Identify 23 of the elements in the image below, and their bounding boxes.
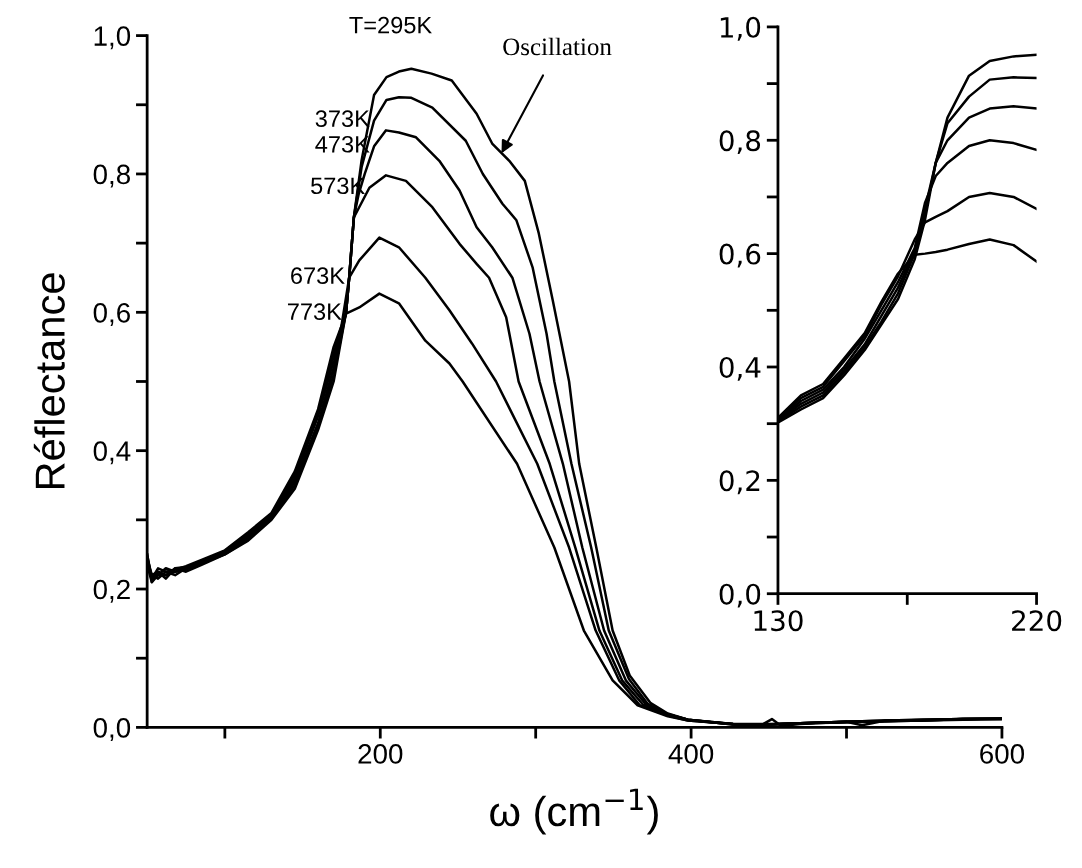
- y-tick-label: 0,2: [93, 579, 130, 603]
- y-tick-label: 1,0: [94, 26, 131, 50]
- y-tick-label: 0,8: [719, 130, 761, 155]
- x-tick-label: 130: [754, 610, 803, 632]
- y-tick-label: 0,4: [93, 441, 131, 465]
- y-tick-label: 1,0: [720, 16, 761, 41]
- y-tick-label: 0,8: [93, 164, 130, 188]
- y-axis-title: Réflectance: [33, 273, 65, 489]
- y-tick-label: 0,6: [93, 302, 130, 326]
- x-tick-label: 200: [358, 744, 403, 764]
- x-tick-label: 400: [668, 744, 714, 764]
- x-axis-title: ω (cm$^{−1}$): [490, 788, 658, 835]
- series-label: T=295K: [349, 16, 432, 34]
- annotation: Oscillation: [503, 37, 612, 56]
- y-tick-label: 0,0: [719, 583, 761, 608]
- y-tick-label: 0,0: [93, 718, 131, 741]
- series-label: 673K: [291, 267, 345, 285]
- x-tick-label: 600: [980, 744, 1025, 764]
- y-tick-label: 0,6: [719, 243, 761, 268]
- series-label: 773K: [287, 303, 342, 321]
- x-tick-label: 220: [1012, 610, 1062, 632]
- y-tick-label: 0,4: [719, 356, 761, 381]
- y-tick-label: 0,2: [719, 470, 760, 495]
